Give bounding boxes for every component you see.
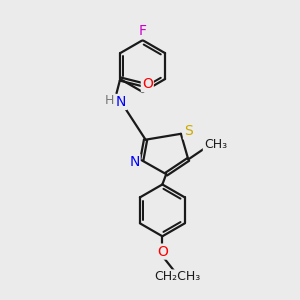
Text: O: O [142, 77, 153, 91]
Text: N: N [129, 155, 140, 169]
Text: F: F [139, 24, 147, 38]
Text: CH₂CH₃: CH₂CH₃ [154, 270, 201, 284]
Text: S: S [184, 124, 193, 138]
Text: O: O [157, 244, 168, 259]
Text: N: N [116, 95, 126, 109]
Text: H: H [105, 94, 115, 107]
Text: CH₃: CH₃ [204, 138, 227, 151]
